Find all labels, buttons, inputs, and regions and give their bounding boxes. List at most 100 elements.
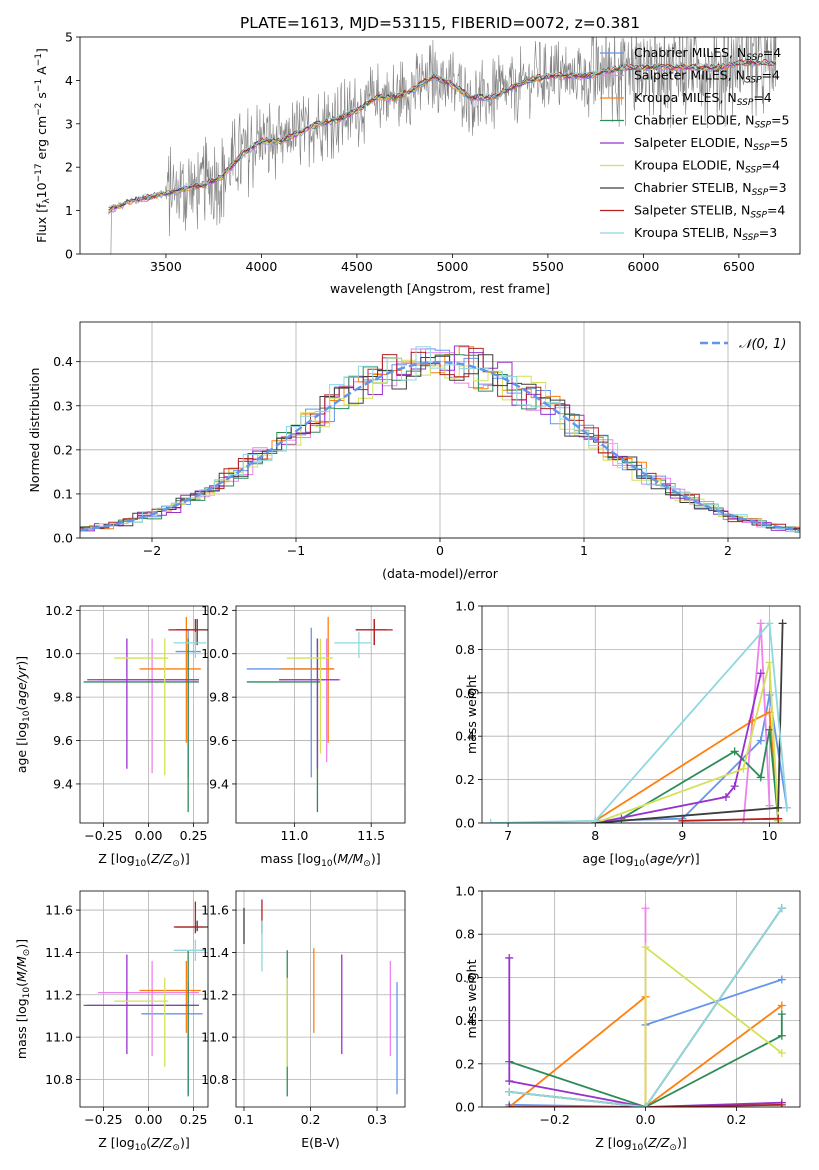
weight-point-marker	[774, 803, 783, 812]
mass_vs_ebv-xtick-label: 0.2	[301, 1112, 321, 1127]
Z_weights-ylabel: mass weight	[464, 959, 479, 1038]
Z_weights-ytick-label: 0.8	[455, 927, 475, 942]
age_weights-ylabel: mass weight	[464, 675, 479, 754]
weight-point-marker	[505, 1103, 514, 1107]
residuals-xtick-label: 1	[580, 543, 588, 558]
mass_vs_ebv-ytick-label: 10.8	[201, 1072, 229, 1087]
weight-series-line	[595, 673, 762, 823]
weight-point-marker	[782, 803, 791, 812]
mass_vs_ebv-xtick-label: 0.3	[367, 1112, 387, 1127]
Z_weights-ytick-label: 1.0	[455, 884, 475, 899]
model-spectrum-line	[108, 58, 776, 208]
age_vs_mass-xtick-label: 11.0	[280, 828, 308, 843]
legend-label: Chabrier MILES, NSSP=4	[634, 45, 781, 63]
age_weights-ytick-label: 0.2	[455, 772, 475, 787]
weight-point-marker	[765, 658, 774, 667]
age_vs_Z-xlabel: Z [log10(Z/Z⊙)]	[98, 851, 189, 869]
metallicity-weights-panel: −0.2 0.0 0.2 0.0 0.2 0.4 0.6 0.8 1.0 Z [log10(Z/Z…	[455, 884, 801, 1153]
weight-point-marker	[641, 904, 650, 913]
mass_vs_Z-xtick-label: −0.25	[84, 1112, 122, 1127]
weight-point-marker	[756, 669, 765, 678]
Z_weights-plot-area	[505, 904, 786, 1107]
mass_vs_ebv-ytick-label: 11.0	[201, 1030, 229, 1045]
age_vs_mass-plot-area	[246, 616, 393, 813]
mass-vs-ebv-panel: 0.1 0.2 0.3 10.8 11.0 11.2 11.4 11.6 E(B-V)	[201, 890, 406, 1150]
age_weights-ytick-label: 1.0	[455, 599, 475, 614]
residuals-ytick-label: 0.2	[53, 442, 73, 457]
spectrum-plot-area	[108, 37, 777, 254]
Z_weights-ytick-label: 0.6	[455, 970, 475, 985]
age_vs_Z-ytick-label: 10.2	[45, 603, 73, 618]
mass_vs_Z-ytick-label: 11.4	[45, 945, 73, 960]
Z_weights-ytick-label: 0.4	[455, 1013, 475, 1028]
figure-title: PLATE=1613, MJD=53115, FIBERID=0072, z=0…	[240, 14, 640, 32]
histogram-step-line	[80, 346, 800, 533]
weight-series-line	[509, 1014, 783, 1107]
mass_vs_Z-ytick-label: 11.2	[45, 987, 73, 1002]
residuals-ytick-label: 0.4	[53, 354, 73, 369]
normal-reference-curve	[80, 360, 800, 532]
mass_vs_Z-xlabel: Z [log10(Z/Z⊙)]	[98, 1135, 189, 1153]
weight-point-marker	[777, 975, 786, 984]
weight-series-line	[490, 621, 788, 823]
weight-point-marker	[777, 1010, 786, 1019]
mass_vs_ebv-xtick-label: 0.1	[234, 1112, 254, 1127]
age_vs_Z-xtick-label: −0.25	[84, 828, 122, 843]
Z_weights-frame	[481, 890, 801, 1108]
weight-point-marker	[486, 819, 495, 823]
mass_vs_Z-xtick-label: 0.25	[180, 1112, 208, 1127]
spectrum-ylabel: Flux [fλ10−17 erg cm−2 s−1 A−1]	[34, 48, 52, 243]
spectrum-panel: 3500 4000 4500 5000 5500 6000 6500 0 1 2 3 4 5 Chabri…	[34, 30, 801, 296]
age_weights-xtick-label: 7	[504, 828, 512, 843]
age_weights-xtick-label: 10	[762, 828, 778, 843]
weight-series-line	[682, 817, 779, 822]
weight-point-marker	[778, 619, 787, 628]
legend-label: 𝒩(0, 1)	[739, 337, 786, 352]
mass_vs_Z-ytick-label: 11.0	[45, 1030, 73, 1045]
weight-point-marker	[777, 1049, 786, 1057]
Z_weights-xlabel: Z [log10(Z/Z⊙)]	[595, 1135, 686, 1153]
spectrum-xtick-label: 4000	[246, 259, 278, 274]
weight-point-marker	[756, 773, 765, 782]
weight-point-marker	[756, 736, 765, 745]
mass_vs_Z-frame	[79, 890, 209, 1108]
residuals-ytick-label: 0.3	[53, 398, 73, 413]
Z_weights-xtick-label: −0.2	[540, 1112, 570, 1127]
Z_weights-ytick-label: 0.2	[455, 1056, 475, 1071]
age_weights-xtick-label: 8	[591, 828, 599, 843]
spectrum-xtick-label: 6500	[723, 259, 755, 274]
residuals-xtick-label: 2	[724, 543, 732, 558]
residuals-xtick-label: 0	[436, 543, 444, 558]
Z_weights-xtick-label: 0.2	[726, 1112, 746, 1127]
mass_vs_Z-ylabel: mass [log10(M/M⊙)]	[14, 939, 32, 1059]
mass-vs-metallicity-panel: −0.25 0.00 0.25 10.8 11.0 11.2 11.4 11.6 Z [log1…	[14, 890, 209, 1153]
weight-point-marker	[756, 619, 765, 628]
residuals-xtick-label: −1	[287, 543, 305, 558]
weight-series-line	[620, 729, 780, 821]
Z_weights-ytick-label: 0.0	[455, 1100, 475, 1115]
residuals-frame	[79, 321, 801, 539]
histogram-step-line	[80, 347, 800, 533]
mass_vs_ebv-frame	[235, 890, 406, 1108]
weight-point-marker	[641, 943, 650, 952]
age_vs_mass-frame	[235, 605, 406, 824]
mass_vs_Z-ytick-label: 10.8	[45, 1072, 73, 1087]
weight-series-line	[594, 662, 780, 823]
spectrum-frame	[79, 36, 801, 255]
age_vs_Z-plot-area	[83, 616, 208, 813]
legend-label: Salpeter ELODIE, NSSP=5	[634, 135, 788, 153]
spectrum-ytick-label: 3	[65, 116, 73, 131]
spectrum-xtick-label: 4500	[341, 259, 373, 274]
age_vs_mass-ytick-label: 9.6	[209, 733, 229, 748]
Z_weights-xtick-label: 0.0	[636, 1112, 656, 1127]
weight-series-line	[509, 945, 783, 1107]
legend-label: Chabrier ELODIE, NSSP=5	[634, 113, 789, 131]
age_weights-frame	[481, 605, 801, 824]
weight-series-line	[509, 907, 783, 1107]
observed-spectrum-line	[108, 37, 777, 254]
weight-point-marker	[505, 1077, 514, 1086]
age_vs_Z-ytick-label: 9.8	[53, 690, 73, 705]
weight-point-marker	[777, 1001, 786, 1010]
spectrum-xlabel: wavelength [Angstrom, rest frame]	[330, 281, 550, 296]
